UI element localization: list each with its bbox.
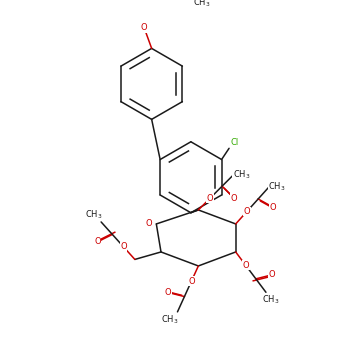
Text: O: O <box>188 277 195 286</box>
Text: CH$_3$: CH$_3$ <box>85 208 103 221</box>
Text: O: O <box>270 203 276 212</box>
Text: O: O <box>141 23 147 32</box>
Text: CH$_3$: CH$_3$ <box>268 180 286 193</box>
Text: O: O <box>165 288 172 297</box>
Text: O: O <box>231 194 237 203</box>
Text: CH$_3$: CH$_3$ <box>233 168 250 181</box>
Text: CH$_3$: CH$_3$ <box>161 313 179 326</box>
Text: O: O <box>120 243 127 251</box>
Text: O: O <box>269 270 275 279</box>
Text: CH$_3$: CH$_3$ <box>262 294 279 306</box>
Text: O: O <box>207 194 214 203</box>
Text: CH$_3$: CH$_3$ <box>193 0 210 9</box>
Text: O: O <box>94 237 101 246</box>
Text: O: O <box>243 261 249 270</box>
Text: O: O <box>244 207 250 216</box>
Text: O: O <box>146 219 152 229</box>
Text: Cl: Cl <box>231 138 239 147</box>
